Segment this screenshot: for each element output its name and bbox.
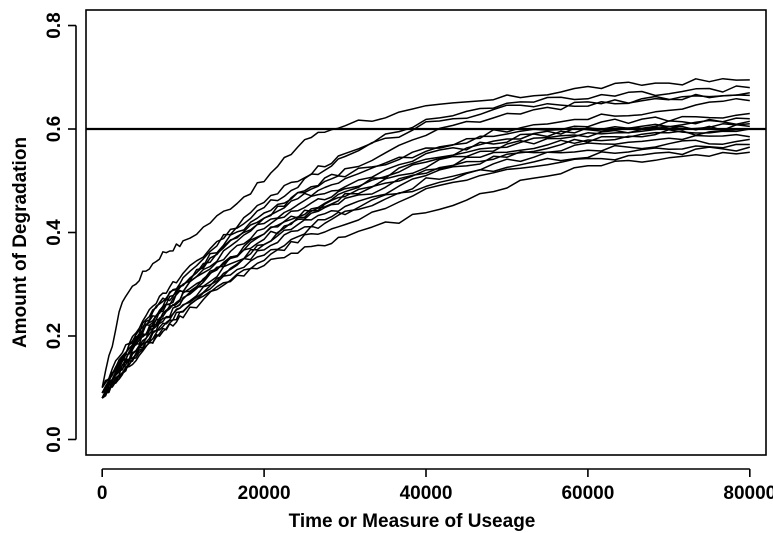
series-layer — [101, 77, 751, 399]
degradation-path-7 — [101, 117, 750, 394]
degradation-path-12 — [101, 128, 750, 399]
degradation-path-10 — [101, 124, 750, 399]
x-axis: 0 20000 40000 60000 80000 — [97, 468, 773, 504]
degradation-path-14 — [101, 138, 750, 394]
y-tick-label: 0.4 — [44, 219, 65, 246]
x-tick-label: 60000 — [561, 483, 614, 504]
y-tick-label: 0.2 — [44, 323, 65, 349]
degradation-path-1 — [101, 77, 750, 388]
x-tick-label: 0 — [97, 483, 108, 504]
x-axis-label: Time or Measure of Useage — [289, 511, 536, 532]
degradation-path-2 — [101, 85, 750, 394]
degradation-path-13 — [101, 133, 750, 399]
degradation-path-16 — [101, 146, 751, 399]
degradation-path-15 — [101, 143, 750, 399]
x-tick-label: 20000 — [238, 483, 291, 504]
x-tick-label: 40000 — [400, 483, 453, 504]
y-tick-label: 0.0 — [44, 426, 65, 452]
degradation-path-9 — [101, 123, 750, 394]
degradation-path-6 — [101, 112, 750, 394]
degradation-path-5 — [101, 97, 750, 389]
y-axis-label: Amount of Degradation — [10, 137, 31, 348]
degradation-path-17 — [101, 151, 750, 399]
y-tick-label: 0.6 — [44, 116, 65, 142]
degradation-path-3 — [101, 92, 750, 389]
degradation-path-11 — [101, 128, 750, 394]
x-tick-label: 80000 — [723, 483, 773, 504]
y-axis: 0.0 0.2 0.4 0.6 0.8 — [44, 12, 77, 453]
y-tick-label: 0.8 — [44, 12, 65, 38]
plot-frame — [85, 9, 767, 456]
